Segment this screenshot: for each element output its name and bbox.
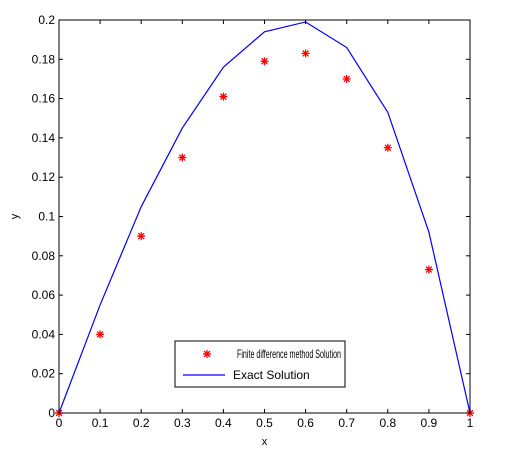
series-line-exact bbox=[58, 21, 471, 414]
x-tick-label: 0 bbox=[56, 416, 63, 430]
data-point-fdm bbox=[96, 330, 105, 339]
x-tick-label: 0.4 bbox=[215, 416, 232, 430]
legend-entry-exact: Exact Solution bbox=[233, 368, 310, 382]
legend-entry-fdm: Finite difference method Solution bbox=[237, 347, 341, 361]
x-tick-label: 0.6 bbox=[297, 416, 314, 430]
legend-asterisk bbox=[203, 350, 211, 358]
y-tick-label: 0.02 bbox=[32, 367, 56, 381]
data-point-fdm bbox=[137, 232, 146, 241]
data-point-fdm bbox=[219, 92, 228, 101]
data-point-fdm bbox=[178, 153, 187, 162]
data-point-fdm bbox=[342, 74, 351, 83]
y-tick-label: 0.08 bbox=[32, 249, 56, 263]
data-point-fdm bbox=[301, 49, 310, 58]
x-tick-label: 0.7 bbox=[338, 416, 355, 430]
legend-marker-asterisk bbox=[203, 350, 211, 358]
x-axis-label: x bbox=[262, 436, 268, 448]
y-tick-label: 0.18 bbox=[32, 52, 56, 66]
x-tick-label: 0.1 bbox=[92, 416, 109, 430]
plot-layer bbox=[55, 21, 474, 417]
y-tick-label: 0.1 bbox=[38, 210, 55, 224]
data-point-fdm bbox=[260, 57, 269, 66]
x-tick-label: 0.5 bbox=[256, 416, 273, 430]
x-tick-label: 0.2 bbox=[133, 416, 150, 430]
y-tick-label: 0.06 bbox=[32, 288, 56, 302]
legend-box bbox=[174, 340, 346, 388]
x-tick-label: 0.8 bbox=[379, 416, 396, 430]
x-tick-label: 0.3 bbox=[174, 416, 191, 430]
y-tick-label: 0.12 bbox=[32, 170, 56, 184]
y-tick-label: 0.04 bbox=[32, 327, 56, 341]
data-point-fdm bbox=[383, 143, 392, 152]
plot-area-frame bbox=[58, 19, 471, 414]
y-axis-label: y bbox=[9, 213, 21, 219]
x-tick-label: 1 bbox=[467, 416, 474, 430]
y-tick-label: 0.14 bbox=[32, 131, 56, 145]
y-tick-label: 0.16 bbox=[32, 92, 56, 106]
y-tick-label: 0 bbox=[48, 406, 55, 420]
x-tick-label: 0.9 bbox=[421, 416, 438, 430]
legend: Finite difference method Solution Exact … bbox=[174, 340, 346, 388]
data-point-fdm bbox=[424, 265, 433, 274]
x-axis-ticks: 0 0.1 0.2 0.3 0.4 0.5 0.6 0.7 0.8 0.9 1 bbox=[56, 20, 474, 430]
y-tick-label: 0.2 bbox=[38, 13, 55, 27]
